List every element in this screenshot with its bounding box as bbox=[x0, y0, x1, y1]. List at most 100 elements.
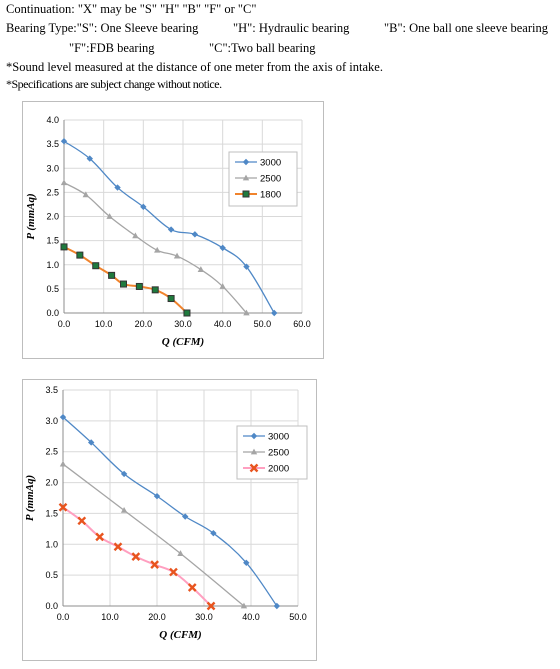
chart2-series-2500-point bbox=[240, 602, 248, 609]
chart2-ytick-label: 1.5 bbox=[45, 508, 58, 518]
chart2-series-2000-point bbox=[150, 560, 159, 569]
chart1-ytick-label: 1.0 bbox=[46, 260, 59, 270]
chart1-series-2500-line bbox=[63, 182, 247, 314]
chart1-xtick-label: 60.0 bbox=[293, 319, 311, 329]
chart2-series-3000-point bbox=[59, 413, 67, 421]
chart1-ytick-label: 2.5 bbox=[46, 187, 59, 197]
chart2-ytick-label: 3.5 bbox=[45, 385, 58, 395]
chart1-ytick-label: 0.0 bbox=[46, 308, 59, 318]
chart1-series-2500-point bbox=[154, 246, 161, 253]
chart2-series-2500-point bbox=[177, 550, 184, 556]
chart1-series-2500-point bbox=[106, 213, 113, 219]
chart2-series-2000-point bbox=[206, 601, 216, 611]
chart2-legend-3000-label: 3000 bbox=[268, 432, 289, 443]
chart1-series-3000-point bbox=[219, 244, 226, 252]
chart2-xtick-label: 30.0 bbox=[195, 612, 213, 622]
chart2-series-2000-point bbox=[95, 532, 105, 542]
chart1-series-2500-point bbox=[243, 309, 250, 316]
chart1-legend-1800-label: 1800 bbox=[260, 190, 281, 201]
chart2-series-3000-point bbox=[120, 470, 128, 478]
chart1-legend-3000-marker bbox=[242, 158, 250, 166]
chart1-ytick-label: 4.0 bbox=[46, 115, 59, 125]
pq-chart-2: 0.0 0.5 1.0 1.5 2.0 2.5 3.0 3.5 0.0 10.0 20.0 30.0 4… bbox=[22, 379, 317, 661]
chart1-series-2500-point bbox=[197, 266, 205, 272]
chart2-legend-2500-marker bbox=[250, 448, 258, 455]
chart2-x-axis-title: Q (CFM) bbox=[159, 629, 201, 641]
chart1-ytick-label: 3.0 bbox=[46, 163, 59, 173]
chart1-series-3000-point bbox=[191, 231, 199, 238]
chart2-series-2000-point bbox=[131, 552, 141, 561]
chart1-series-3000-point bbox=[140, 203, 147, 211]
bearing-type-fdb: "F":FDB bearing bbox=[69, 41, 155, 55]
chart1-series-1800-point bbox=[120, 280, 127, 288]
chart1-legend-3000-label: 3000 bbox=[260, 158, 281, 169]
chart2-ytick-label: 3.0 bbox=[45, 416, 58, 426]
chart2-series-3000-line bbox=[62, 416, 278, 607]
chart1-series-1800-point bbox=[135, 282, 143, 290]
chart2-legend-2500-label: 2500 bbox=[268, 448, 289, 459]
chart2-xtick-label: 10.0 bbox=[101, 612, 119, 622]
chart2-series-3000-point bbox=[182, 513, 189, 520]
chart1-series-3000-point bbox=[114, 184, 121, 191]
chart1-series-2500-point bbox=[173, 252, 181, 259]
chart1-series-2500-point bbox=[132, 232, 139, 239]
chart2-series-2000-point bbox=[58, 502, 68, 512]
chart2-ytick-label: 1.0 bbox=[45, 539, 58, 549]
chart2-series-2500-line bbox=[62, 463, 245, 607]
chart1-series-1800-point bbox=[167, 295, 175, 303]
chart2-series-3000-point bbox=[88, 439, 95, 446]
bearing-type-two-ball: "C":Two ball bearing bbox=[209, 41, 316, 55]
bearing-type-ball-sleeve: "B": One ball one sleeve bearing bbox=[384, 21, 548, 35]
chart2-xtick-label: 0.0 bbox=[57, 612, 70, 622]
pq-chart-1-svg: 0.0 0.5 1.0 1.5 2.0 2.5 3.0 3.5 4.0 0.0 10.0 20.0 30… bbox=[25, 115, 311, 348]
chart1-ytick-label: 0.5 bbox=[46, 284, 59, 294]
chart2-y-axis-title: P (mmAq) bbox=[24, 475, 36, 521]
chart2-series-3000-point bbox=[273, 602, 281, 610]
chart1-ytick-label: 1.5 bbox=[46, 236, 59, 246]
pq-chart-1: 0.0 0.5 1.0 1.5 2.0 2.5 3.0 3.5 4.0 0.0 10.0 20.0 30… bbox=[22, 101, 324, 359]
chart1-series-1800-point bbox=[151, 286, 159, 294]
chart2-ytick-label: 2.5 bbox=[45, 447, 58, 457]
chart1-xtick-label: 30.0 bbox=[174, 319, 192, 329]
chart2-legend-2000-marker bbox=[249, 463, 259, 473]
sound-level-note: *Sound level measured at the distance of… bbox=[6, 60, 383, 74]
chart2-series-2500-point bbox=[120, 506, 128, 513]
chart1-xtick-label: 20.0 bbox=[135, 319, 153, 329]
chart2-series-2000-point bbox=[77, 516, 87, 526]
chart1-x-axis-title: Q (CFM) bbox=[162, 336, 204, 348]
chart1-series-2500-point bbox=[219, 283, 226, 289]
chart1-series-1800-point bbox=[183, 309, 191, 317]
chart1-ytick-label: 2.0 bbox=[46, 212, 59, 222]
chart1-series-1800-point bbox=[60, 243, 68, 251]
chart1-series-3000-point bbox=[60, 138, 68, 145]
chart1-xtick-label: 0.0 bbox=[58, 319, 71, 329]
chart2-ytick-label: 0.5 bbox=[45, 570, 58, 580]
chart1-series-3000-point bbox=[86, 155, 93, 162]
continuation-note: Continuation: "X" may be "S" "H" "B" "F"… bbox=[6, 2, 257, 16]
chart2-ytick-label: 2.0 bbox=[45, 478, 58, 488]
chart2-series-2000-point bbox=[187, 583, 197, 592]
chart2-xtick-label: 50.0 bbox=[289, 612, 307, 622]
chart1-legend-2500-label: 2500 bbox=[260, 174, 281, 185]
chart2-series-2000-point bbox=[113, 542, 123, 552]
chart2-series-3000-point bbox=[153, 492, 161, 500]
bearing-type-sleeve: Bearing Type:"S": One Sleeve bearing bbox=[6, 21, 199, 35]
chart1-series-3000-point bbox=[271, 309, 278, 317]
chart1-ytick-label: 3.5 bbox=[46, 139, 59, 149]
chart1-legend-box bbox=[228, 151, 298, 207]
chart1-series-1800-point bbox=[108, 271, 116, 279]
chart1-legend-2500-marker bbox=[242, 174, 250, 181]
chart2-xtick-label: 20.0 bbox=[148, 612, 166, 622]
chart1-series-1800-point bbox=[92, 262, 100, 270]
chart1-series-1800-point bbox=[76, 251, 84, 259]
chart1-y-axis-title: P (mmAq) bbox=[25, 193, 37, 239]
specification-note: *Specifications are subject change witho… bbox=[6, 77, 222, 91]
chart2-xtick-label: 40.0 bbox=[242, 612, 260, 622]
chart2-legend-2000-label: 2000 bbox=[268, 464, 289, 475]
chart1-legend-1800-marker bbox=[242, 190, 250, 198]
pq-chart-2-svg: 0.0 0.5 1.0 1.5 2.0 2.5 3.0 3.5 0.0 10.0 20.0 30.0 4… bbox=[24, 385, 308, 641]
chart2-series-2000-point bbox=[169, 567, 178, 577]
chart1-series-2500-point bbox=[82, 191, 90, 198]
chart1-xtick-label: 50.0 bbox=[254, 319, 272, 329]
bearing-type-hydraulic: "H": Hydraulic bearing bbox=[233, 21, 350, 35]
